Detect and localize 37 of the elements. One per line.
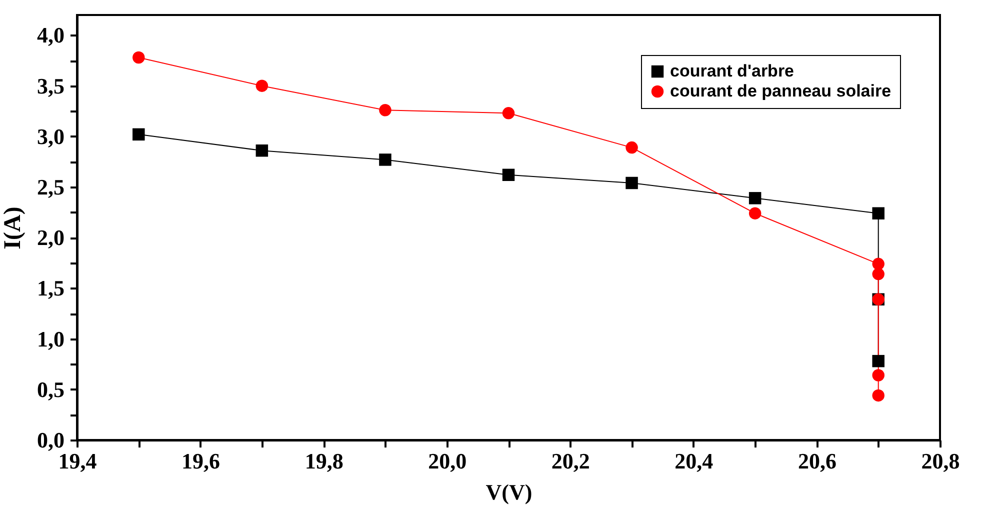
- y-tick-label: 1,5: [37, 276, 64, 301]
- point: [256, 80, 268, 92]
- x-tick-label: 19,8: [304, 448, 344, 474]
- point: [502, 107, 515, 120]
- point: [872, 258, 884, 270]
- point: [502, 168, 515, 182]
- point: [872, 354, 884, 368]
- x-tick-label: 20,2: [551, 448, 590, 474]
- x-tick-label: 20,8: [921, 448, 960, 474]
- x-tick-label: 20,4: [674, 448, 714, 474]
- y-tick-label: 4,0: [37, 22, 64, 48]
- x-tick-label: 20,6: [798, 448, 836, 474]
- legend-label: courant de panneau solaire: [670, 82, 892, 100]
- point: [132, 128, 145, 141]
- y-tick-label: 0,5: [37, 376, 64, 402]
- point: [872, 369, 884, 382]
- point: [379, 104, 392, 116]
- x-tick-label: 20,0: [428, 448, 467, 474]
- point: [626, 141, 638, 154]
- point: [748, 192, 762, 204]
- y-axis-title: I(A): [0, 206, 26, 250]
- y-tick-label: 1,0: [37, 326, 64, 352]
- y-tick-label: 3,5: [37, 73, 64, 98]
- x-axis-title: V(V): [486, 480, 532, 504]
- point: [872, 389, 884, 402]
- point: [379, 154, 392, 166]
- point: [872, 207, 884, 220]
- point: [872, 268, 884, 280]
- point: [132, 51, 145, 64]
- legend-label: courant d'arbre: [670, 62, 794, 80]
- point: [626, 176, 638, 190]
- y-tick-label: 2,5: [37, 174, 64, 200]
- x-tick-label: 19,6: [182, 448, 220, 474]
- y-tick-label: 3,0: [37, 124, 64, 149]
- point: [748, 207, 762, 220]
- point: [256, 144, 268, 157]
- y-tick-label: 2,0: [37, 225, 64, 250]
